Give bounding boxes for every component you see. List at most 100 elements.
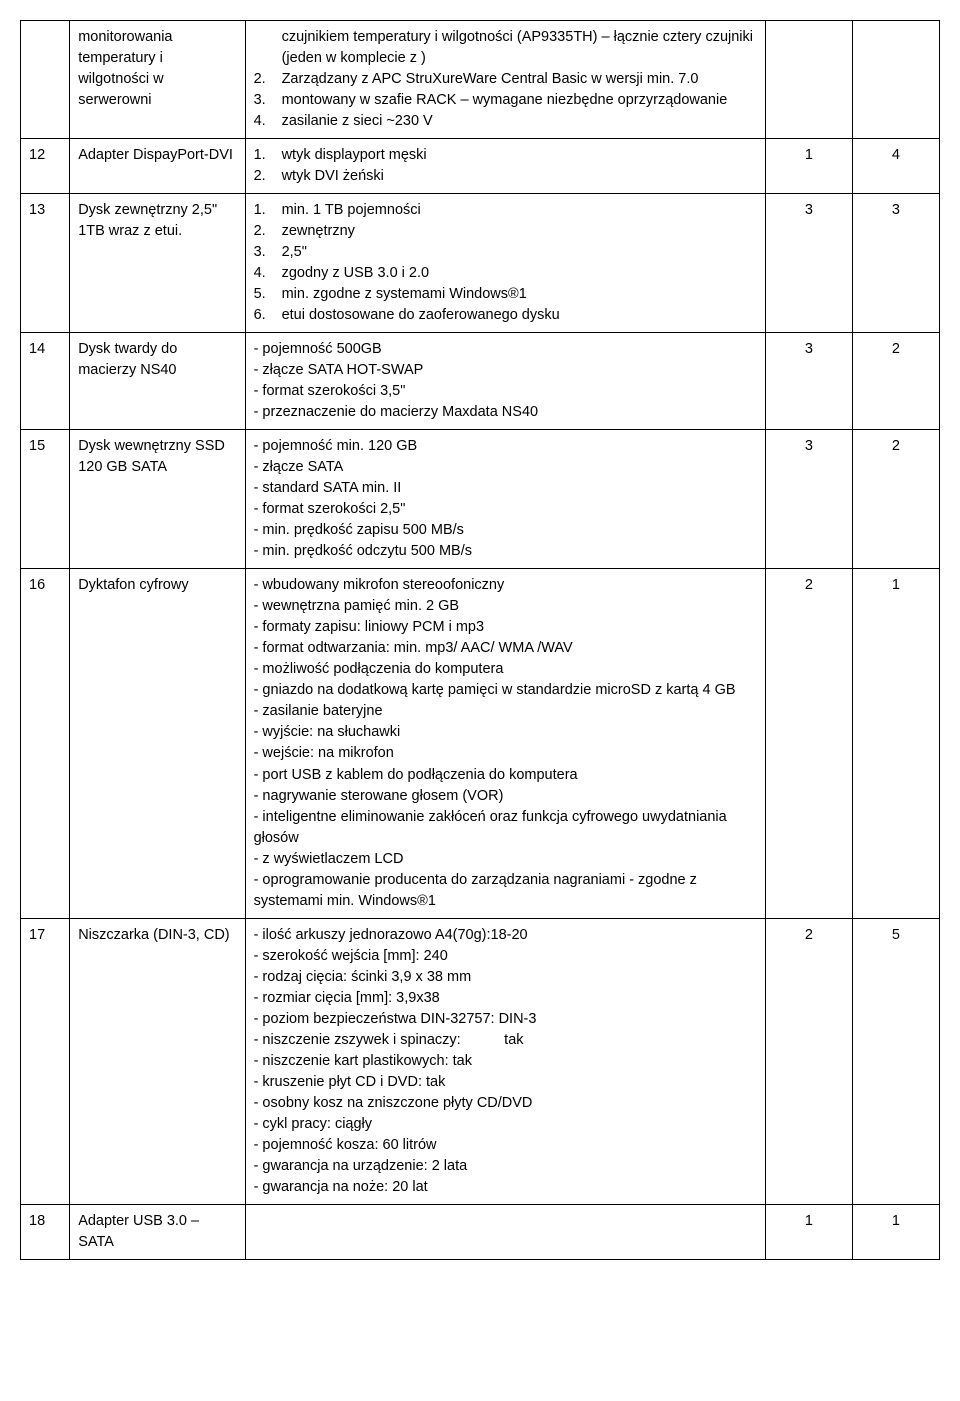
- desc-line: - pojemność min. 120 GB: [254, 436, 757, 457]
- list-number: 2.: [254, 166, 282, 187]
- list-number: 2.: [254, 69, 282, 90]
- qty-2: [852, 21, 939, 139]
- desc-text: - niszczenie kart plastikowych: tak: [254, 1051, 757, 1072]
- row-number: 16: [21, 569, 70, 918]
- desc-line: - wejście: na mikrofon: [254, 743, 757, 764]
- desc-text: wtyk displayport męski: [282, 145, 757, 166]
- table-row: 13Dysk zewnętrzny 2,5" 1TB wraz z etui.1…: [21, 194, 940, 333]
- item-description: - pojemność 500GB- złącze SATA HOT-SWAP-…: [245, 333, 765, 430]
- desc-text: - pojemność min. 120 GB: [254, 436, 757, 457]
- qty-1: 1: [765, 139, 852, 194]
- desc-text: - pojemność 500GB: [254, 339, 757, 360]
- desc-line: 3.montowany w szafie RACK – wymagane nie…: [254, 90, 757, 111]
- desc-line: - wewnętrzna pamięć min. 2 GB: [254, 596, 757, 617]
- desc-line: - standard SATA min. II: [254, 478, 757, 499]
- desc-text: zewnętrzny: [282, 221, 757, 242]
- desc-text: - wbudowany mikrofon stereoofoniczny: [254, 575, 757, 596]
- desc-line: - min. prędkość zapisu 500 MB/s: [254, 520, 757, 541]
- desc-text: - gniazdo na dodatkową kartę pamięci w s…: [254, 680, 757, 701]
- row-number: 15: [21, 430, 70, 569]
- qty-1: [765, 21, 852, 139]
- desc-text: - złącze SATA: [254, 457, 757, 478]
- item-description: 1.wtyk displayport męski2.wtyk DVI żeńsk…: [245, 139, 765, 194]
- item-name: Adapter DispayPort-DVI: [70, 139, 245, 194]
- desc-line: 2.wtyk DVI żeński: [254, 166, 757, 187]
- qty-2: 2: [852, 430, 939, 569]
- qty-2: 2: [852, 333, 939, 430]
- item-description: - wbudowany mikrofon stereoofoniczny- we…: [245, 569, 765, 918]
- desc-line: - cykl pracy: ciągły: [254, 1114, 757, 1135]
- desc-text: czujnikiem temperatury i wilgotności (AP…: [282, 27, 757, 69]
- desc-text: Zarządzany z APC StruXureWare Central Ba…: [282, 69, 757, 90]
- desc-text: - oprogramowanie producenta do zarządzan…: [254, 870, 757, 912]
- desc-line: - gwarancja na urządzenie: 2 lata: [254, 1156, 757, 1177]
- desc-text: montowany w szafie RACK – wymagane niezb…: [282, 90, 757, 111]
- desc-line: - rozmiar cięcia [mm]: 3,9x38: [254, 988, 757, 1009]
- desc-text: - port USB z kablem do podłączenia do ko…: [254, 765, 757, 786]
- desc-line: - złącze SATA: [254, 457, 757, 478]
- desc-text: - format odtwarzania: min. mp3/ AAC/ WMA…: [254, 638, 757, 659]
- item-name: Dyktafon cyfrowy: [70, 569, 245, 918]
- desc-text: - inteligentne eliminowanie zakłóceń ora…: [254, 807, 757, 849]
- desc-line: 5.min. zgodne z systemami Windows®1: [254, 284, 757, 305]
- desc-line: - gwarancja na noże: 20 lat: [254, 1177, 757, 1198]
- table-row: 17Niszczarka (DIN-3, CD)- ilość arkuszy …: [21, 918, 940, 1204]
- desc-line: - min. prędkość odczytu 500 MB/s: [254, 541, 757, 562]
- desc-text: - rodzaj cięcia: ścinki 3,9 x 38 mm: [254, 967, 757, 988]
- table-row: 16Dyktafon cyfrowy- wbudowany mikrofon s…: [21, 569, 940, 918]
- desc-text: - rozmiar cięcia [mm]: 3,9x38: [254, 988, 757, 1009]
- desc-text: min. 1 TB pojemności: [282, 200, 757, 221]
- desc-text: zgodny z USB 3.0 i 2.0: [282, 263, 757, 284]
- desc-line: - oprogramowanie producenta do zarządzan…: [254, 870, 757, 912]
- desc-line: - osobny kosz na zniszczone płyty CD/DVD: [254, 1093, 757, 1114]
- item-description: - pojemność min. 120 GB- złącze SATA- st…: [245, 430, 765, 569]
- desc-text: - standard SATA min. II: [254, 478, 757, 499]
- desc-text: - z wyświetlaczem LCD: [254, 849, 757, 870]
- desc-line: - port USB z kablem do podłączenia do ko…: [254, 765, 757, 786]
- item-name: Adapter USB 3.0 – SATA: [70, 1204, 245, 1259]
- list-number: 5.: [254, 284, 282, 305]
- item-name: Dysk wewnętrzny SSD 120 GB SATA: [70, 430, 245, 569]
- desc-line: 4.zgodny z USB 3.0 i 2.0: [254, 263, 757, 284]
- desc-line: - możliwość podłączenia do komputera: [254, 659, 757, 680]
- desc-text: 2,5": [282, 242, 757, 263]
- list-number: 2.: [254, 221, 282, 242]
- desc-text: wtyk DVI żeński: [282, 166, 757, 187]
- row-number: 18: [21, 1204, 70, 1259]
- desc-text: - wewnętrzna pamięć min. 2 GB: [254, 596, 757, 617]
- desc-text: - nagrywanie sterowane głosem (VOR): [254, 786, 757, 807]
- desc-line: czujnikiem temperatury i wilgotności (AP…: [254, 27, 757, 69]
- desc-text: - format szerokości 2,5": [254, 499, 757, 520]
- desc-text: - przeznaczenie do macierzy Maxdata NS40: [254, 402, 757, 423]
- desc-text: - min. prędkość odczytu 500 MB/s: [254, 541, 757, 562]
- desc-text: - gwarancja na noże: 20 lat: [254, 1177, 757, 1198]
- qty-2: 5: [852, 918, 939, 1204]
- desc-text: - cykl pracy: ciągły: [254, 1114, 757, 1135]
- qty-2: 1: [852, 569, 939, 918]
- desc-text: - poziom bezpieczeństwa DIN-32757: DIN-3: [254, 1009, 757, 1030]
- desc-line: - gniazdo na dodatkową kartę pamięci w s…: [254, 680, 757, 701]
- table-row: 18Adapter USB 3.0 – SATA11: [21, 1204, 940, 1259]
- desc-line: 4.zasilanie z sieci ~230 V: [254, 111, 757, 132]
- list-number: 6.: [254, 305, 282, 326]
- desc-line: - nagrywanie sterowane głosem (VOR): [254, 786, 757, 807]
- desc-line: - niszczenie zszywek i spinaczy: tak: [254, 1030, 757, 1051]
- desc-text: - gwarancja na urządzenie: 2 lata: [254, 1156, 757, 1177]
- item-description: czujnikiem temperatury i wilgotności (AP…: [245, 21, 765, 139]
- desc-text: - osobny kosz na zniszczone płyty CD/DVD: [254, 1093, 757, 1114]
- desc-line: - pojemność 500GB: [254, 339, 757, 360]
- row-number: 14: [21, 333, 70, 430]
- qty-1: 3: [765, 333, 852, 430]
- desc-line: - niszczenie kart plastikowych: tak: [254, 1051, 757, 1072]
- qty-2: 4: [852, 139, 939, 194]
- desc-line: 2.Zarządzany z APC StruXureWare Central …: [254, 69, 757, 90]
- table-row: 15Dysk wewnętrzny SSD 120 GB SATA- pojem…: [21, 430, 940, 569]
- list-number: 4.: [254, 111, 282, 132]
- list-number: 1.: [254, 145, 282, 166]
- row-number: [21, 21, 70, 139]
- qty-2: 3: [852, 194, 939, 333]
- item-description: - ilość arkuszy jednorazowo A4(70g):18-2…: [245, 918, 765, 1204]
- desc-line: 3.2,5": [254, 242, 757, 263]
- desc-line: 1.wtyk displayport męski: [254, 145, 757, 166]
- qty-1: 3: [765, 430, 852, 569]
